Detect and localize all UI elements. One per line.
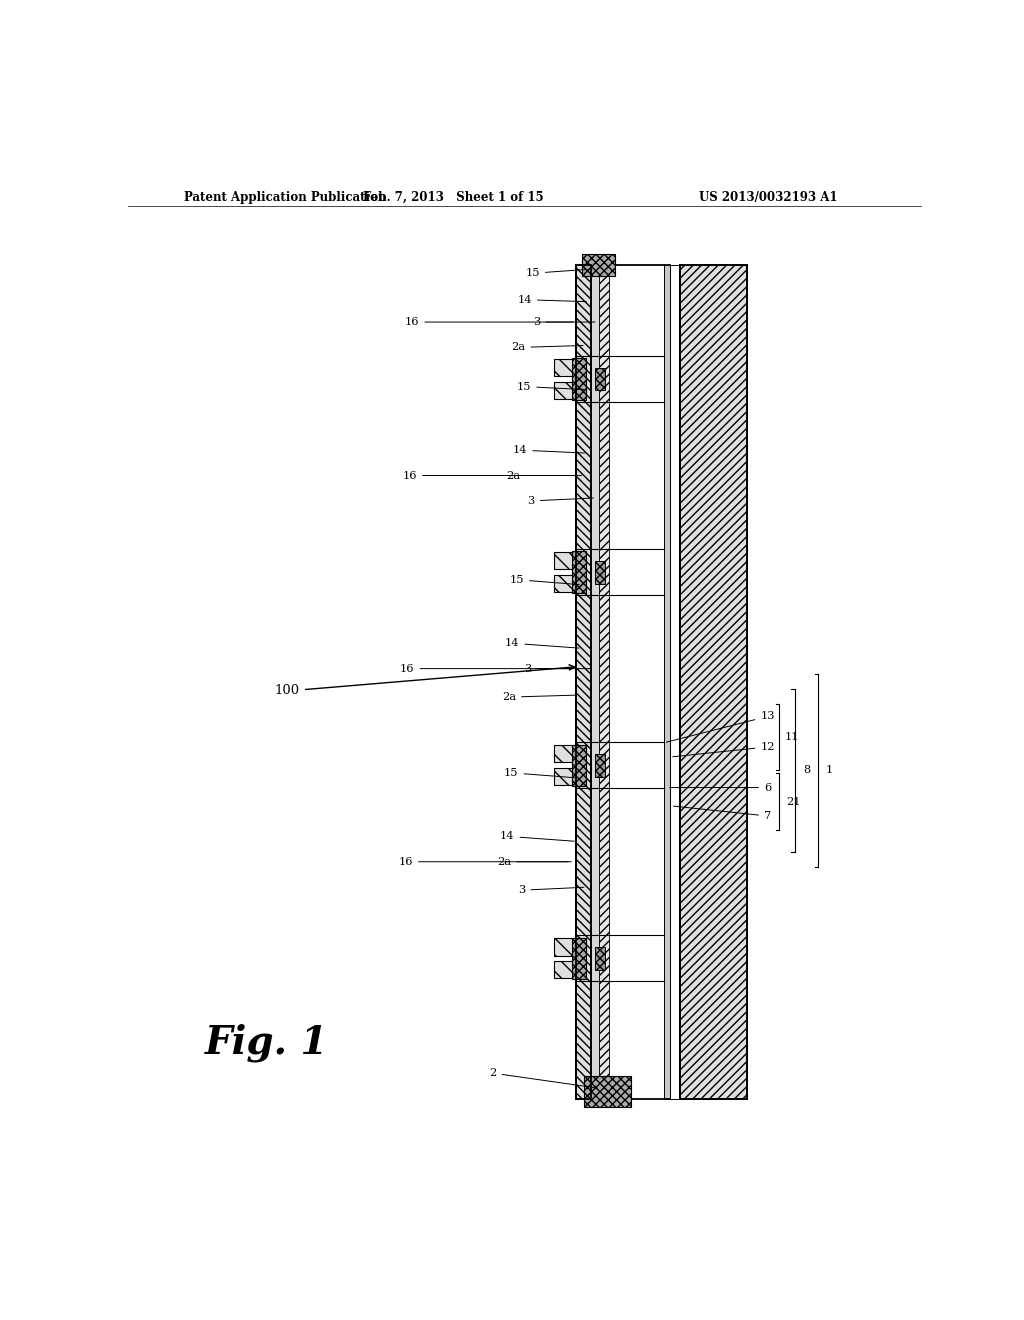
Text: 2a: 2a — [507, 470, 582, 480]
Bar — [554, 359, 577, 376]
Text: 16: 16 — [404, 317, 572, 327]
Bar — [595, 367, 605, 391]
Bar — [572, 937, 587, 979]
Text: 13: 13 — [667, 711, 775, 742]
Text: 1: 1 — [826, 766, 834, 775]
Text: Patent Application Publication: Patent Application Publication — [183, 191, 386, 203]
Bar — [591, 265, 599, 1098]
Bar — [572, 552, 587, 593]
Text: Feb. 7, 2013   Sheet 1 of 15: Feb. 7, 2013 Sheet 1 of 15 — [364, 191, 544, 203]
Bar — [670, 265, 680, 1098]
Text: 7: 7 — [674, 807, 771, 821]
Bar — [609, 265, 664, 1098]
Text: 16: 16 — [400, 664, 569, 673]
Text: 21: 21 — [785, 797, 801, 807]
Text: 14: 14 — [513, 445, 585, 455]
Bar — [554, 381, 577, 399]
Bar — [680, 265, 748, 1098]
Text: 3: 3 — [527, 496, 594, 506]
Bar — [582, 253, 615, 276]
Bar — [595, 561, 605, 583]
Text: 2: 2 — [489, 1068, 597, 1088]
Text: 2a: 2a — [502, 692, 575, 702]
Text: 14: 14 — [517, 294, 587, 305]
Bar — [577, 265, 591, 1098]
Bar — [680, 265, 748, 1098]
Text: 16: 16 — [402, 470, 571, 480]
Bar — [577, 265, 591, 1098]
Text: 8: 8 — [803, 766, 810, 775]
Text: 6: 6 — [670, 783, 771, 792]
Bar — [664, 265, 670, 1098]
Text: 15: 15 — [504, 768, 574, 777]
Bar — [595, 754, 605, 776]
Bar — [572, 358, 587, 400]
Bar — [599, 265, 609, 1098]
Text: 14: 14 — [500, 832, 574, 841]
Text: 3: 3 — [524, 664, 590, 673]
Text: 2a: 2a — [511, 342, 583, 352]
Text: 2a: 2a — [497, 857, 571, 867]
Bar — [554, 744, 577, 763]
Text: 100: 100 — [274, 665, 574, 697]
Bar — [577, 265, 591, 1098]
Text: 15: 15 — [517, 381, 584, 392]
Bar — [554, 574, 577, 593]
Text: 14: 14 — [505, 639, 580, 648]
Text: 11: 11 — [784, 733, 799, 742]
Bar — [554, 552, 577, 569]
Bar — [584, 1076, 631, 1106]
Bar — [554, 939, 577, 956]
Bar — [680, 265, 748, 1098]
Bar — [554, 768, 577, 785]
Bar — [595, 946, 605, 970]
Bar — [572, 744, 587, 785]
Text: 3: 3 — [518, 886, 584, 895]
Text: 15: 15 — [525, 268, 587, 279]
Text: 15: 15 — [510, 574, 580, 585]
Text: 12: 12 — [673, 742, 775, 756]
Text: 3: 3 — [534, 317, 595, 327]
Text: 16: 16 — [398, 857, 568, 867]
Text: US 2013/0032193 A1: US 2013/0032193 A1 — [699, 191, 838, 203]
Bar — [554, 961, 577, 978]
Text: Fig. 1: Fig. 1 — [205, 1023, 329, 1061]
